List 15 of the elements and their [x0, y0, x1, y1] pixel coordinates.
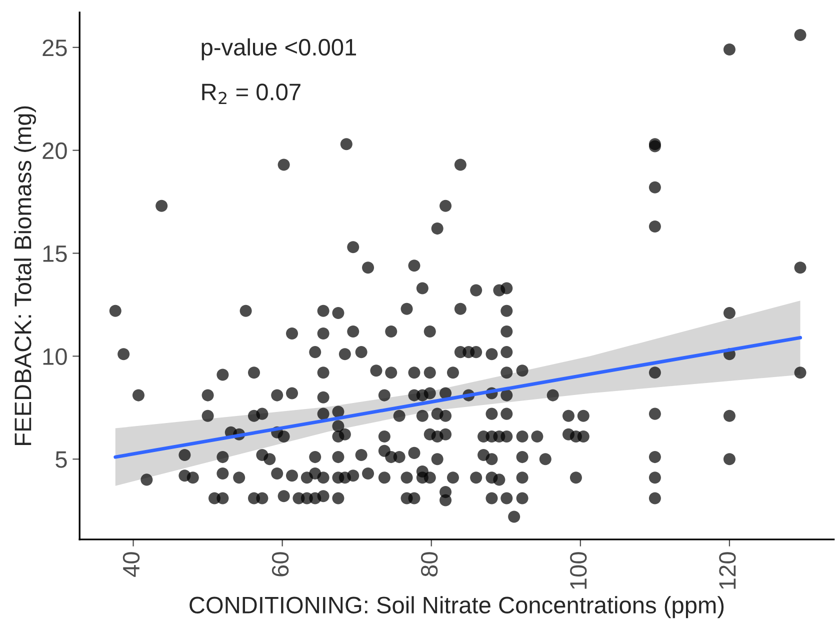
- annotation: R$_{2}$ = 0.07: [202, 84, 300, 104]
- x-tick-label: 120: [719, 552, 736, 589]
- y-tick-label: 5: [56, 451, 67, 468]
- x-tick-label: 40: [122, 552, 140, 577]
- annotation: p-value <0.001: [202, 38, 356, 60]
- y-tick-label: 15: [43, 246, 67, 262]
- y-tick-label: 10: [43, 348, 67, 365]
- x-axis-title: CONDITIONING: Soil Nitrate Concentrations (ppm): [190, 596, 724, 618]
- x-tick-label: 80: [420, 552, 438, 576]
- x-tick-label: 100: [570, 552, 587, 589]
- x-tick-label: 60: [272, 552, 289, 576]
- y-axis-title: FEEDBACK: Total Biomass (mg): [14, 106, 36, 445]
- line-series: [114, 336, 802, 459]
- y-tick-label: 20: [42, 142, 67, 160]
- y-tick-label: 25: [42, 39, 67, 56]
